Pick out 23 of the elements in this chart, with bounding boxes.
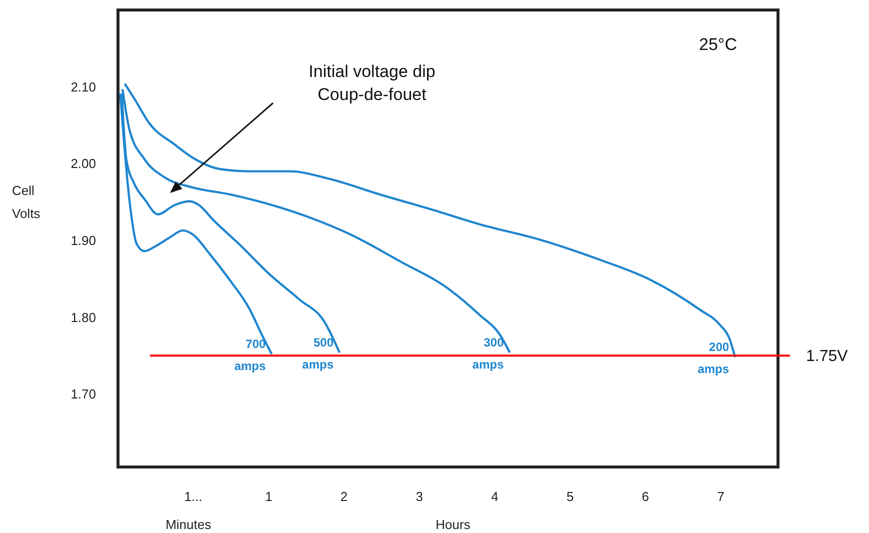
- y-tick-label: 1.80: [70, 310, 96, 325]
- x-tick-label: 2: [340, 489, 348, 504]
- series-label: 300 amps: [472, 336, 504, 372]
- x-tick-label: 1...: [184, 489, 202, 504]
- series-label: 700 amps: [234, 337, 266, 374]
- x-tick-label: 5: [566, 489, 574, 504]
- series-label: 500 amps: [302, 336, 334, 372]
- ref-line-label: 1.75V: [806, 348, 848, 366]
- y-tick-label: 1.70: [70, 386, 96, 402]
- x-axis-title: Hours: [436, 517, 471, 532]
- annotation: Initial voltage dip Coup-de-fouet: [308, 62, 436, 104]
- y-tick-label: 2.00: [70, 156, 96, 172]
- x-tick-label: 1: [265, 489, 272, 504]
- x-tick-label: 6: [642, 489, 650, 504]
- annotation: 25°C: [699, 35, 737, 54]
- text: Minutes: [166, 517, 212, 532]
- y-tick-label: 2.10: [70, 79, 96, 94]
- x-tick-label: 3: [416, 489, 423, 504]
- x-tick-label: 4: [491, 489, 498, 504]
- y-tick-label: 1.90: [70, 232, 96, 248]
- series-label: 200 amps: [698, 340, 730, 376]
- x-tick-label: 7: [717, 489, 724, 504]
- y-axis-title: Cell Volts: [12, 183, 41, 221]
